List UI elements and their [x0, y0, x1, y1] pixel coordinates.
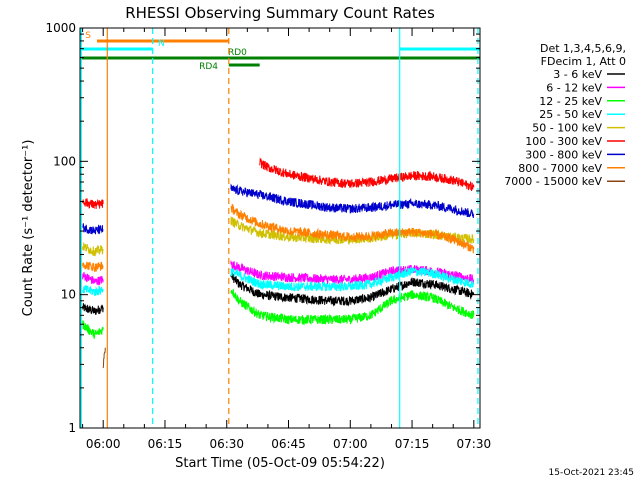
series-100-300-kev	[82, 157, 475, 210]
timestamp: 15-Oct-2021 23:45	[549, 468, 634, 478]
x-tick-label: 06:15	[148, 437, 183, 451]
series-12-25-kev	[82, 288, 475, 339]
legend-label-7000-15000-kev: 7000 - 15000 keV	[504, 175, 602, 188]
x-tick-label: 07:00	[333, 437, 368, 451]
legend-title-line: FDecim 1, Att 0	[541, 55, 626, 68]
x-axis-label: Start Time (05-Oct-09 05:54:22)	[175, 456, 385, 471]
x-tick-label: 07:15	[395, 437, 430, 451]
y-tick-label: 1	[68, 421, 76, 435]
legend-label-25-50-kev: 25 - 50 keV	[539, 108, 602, 121]
x-axis: 06:00 06:15 06:30 06:45 07:00 07:15 07:30	[82, 28, 492, 451]
legend-label-6-12-kev: 6 - 12 keV	[546, 81, 602, 94]
x-tick-label: 06:30	[209, 437, 244, 451]
legend-label-12-25-kev: 12 - 25 keV	[539, 95, 602, 108]
x-tick-label: 07:30	[457, 437, 492, 451]
series-800-7000-kev	[82, 204, 475, 273]
plot-frame	[79, 27, 481, 429]
legend-label-100-300-kev: 100 - 300 keV	[525, 135, 602, 148]
series-25-50-kev	[82, 266, 475, 296]
legend-label-300-800-kev: 300 - 800 keV	[525, 148, 602, 161]
flag-label-s-0: S	[85, 31, 91, 41]
flag-label-rd4-4: RD4	[199, 62, 218, 72]
chart-title: RHESSI Observing Summary Count Rates	[125, 4, 435, 22]
series-300-800-kev	[82, 183, 475, 235]
y-axis: 1 10 100 1000	[45, 21, 480, 435]
y-tick-label: 1000	[45, 21, 76, 35]
legend: Det 1,3,4,5,6,9,FDecim 1, Att 03 - 6 keV…	[504, 42, 626, 188]
series-3-6-kev	[82, 272, 475, 315]
legend-label-50-100-kev: 50 - 100 keV	[532, 122, 602, 135]
legend-title-line: Det 1,3,4,5,6,9,	[540, 42, 626, 55]
x-tick-label: 06:00	[86, 437, 121, 451]
flags-layer: S N RD0 RD4	[80, 31, 480, 72]
legend-label-3-6-kev: 3 - 6 keV	[553, 68, 602, 81]
flag-label-rd0-3: RD0	[228, 48, 247, 58]
y-axis-label: Count Rate (s⁻¹ detector⁻¹)	[21, 140, 36, 317]
series-7000-15000-kev	[102, 347, 106, 369]
vlines-layer	[80, 28, 479, 428]
x-tick-label: 06:45	[271, 437, 306, 451]
legend-label-800-7000-kev: 800 - 7000 keV	[518, 162, 602, 175]
y-tick-label: 10	[61, 288, 76, 302]
y-tick-label: 100	[53, 154, 76, 168]
series-50-100-kev	[82, 216, 475, 257]
flag-label-n-1: N	[158, 39, 165, 49]
series-layer	[82, 157, 475, 369]
